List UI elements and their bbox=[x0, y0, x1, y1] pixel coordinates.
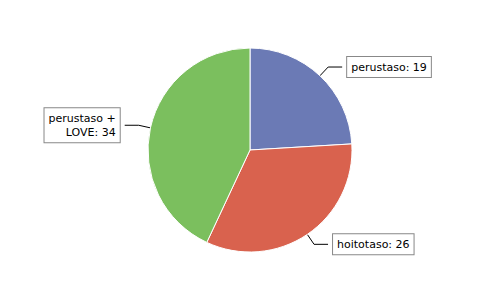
svg-text:hoitotaso: 26: hoitotaso: 26 bbox=[337, 238, 410, 251]
svg-text:perustaso: 19: perustaso: 19 bbox=[351, 61, 427, 74]
svg-text:LOVE: 34: LOVE: 34 bbox=[66, 126, 116, 139]
svg-text:perustaso +: perustaso + bbox=[49, 112, 116, 125]
